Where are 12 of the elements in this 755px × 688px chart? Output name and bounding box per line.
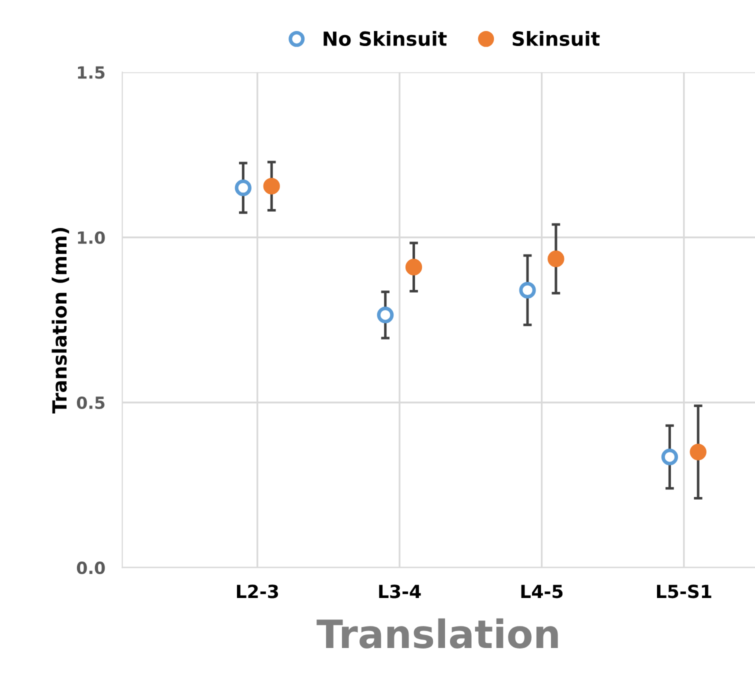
y-tick-label: 1.5 [78,66,104,79]
x-tick-label: L4-5 [521,584,563,598]
y-axis-title: Translation (mm) [52,228,70,414]
legend-label: Skinsuit [512,30,600,46]
x-tick-label: L5-S1 [657,584,712,598]
x-axis-title: Translation [316,618,558,649]
y-tick-label: 0.5 [76,396,104,410]
legend-label: No Skinsuit [324,30,447,46]
y-tick-label: 0.0 [76,562,105,574]
x-tick-label: L3-4 [379,584,421,598]
y-tick-label: 1.0 [78,231,105,244]
x-tick-label: L2-3 [236,584,278,598]
